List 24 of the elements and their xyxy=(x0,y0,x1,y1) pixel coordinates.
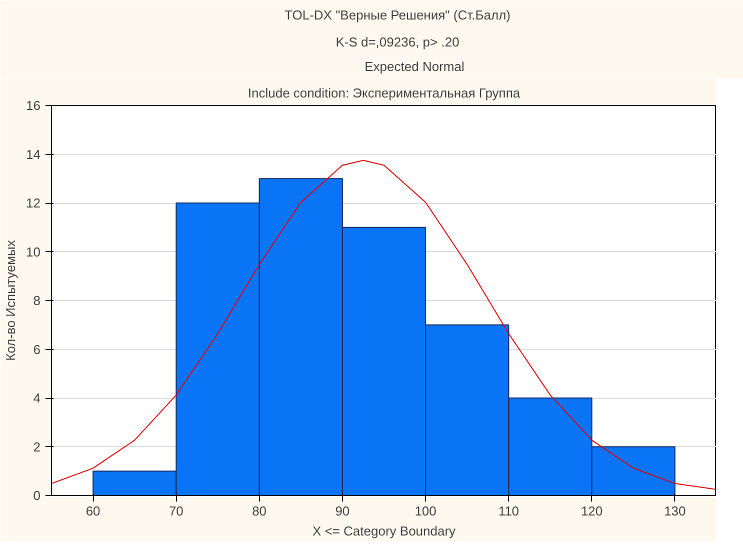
x-tick-label: 80 xyxy=(252,504,267,518)
x-tick-label: 100 xyxy=(414,504,436,518)
y-axis-title: Кол-во Испытуемых xyxy=(3,240,18,361)
y-tick-label: 6 xyxy=(33,342,41,357)
x-tick-label: 120 xyxy=(580,504,603,518)
y-tick-label: 0 xyxy=(33,488,41,503)
text: Expected Normal xyxy=(364,58,464,74)
x-tick-label: 130 xyxy=(664,504,686,518)
y-tick-label: 4 xyxy=(33,390,41,406)
x-tick-label: 90 xyxy=(335,504,350,518)
chart-subtitle: K-S d=,09236, p> .20 xyxy=(336,34,460,50)
x-axis-title: X <= Category Boundary xyxy=(312,524,456,538)
y-tick-label: 14 xyxy=(26,146,41,162)
line-series xyxy=(52,160,716,490)
y-tick-label: 16 xyxy=(26,98,41,113)
x-tick-label: 110 xyxy=(498,504,520,518)
y-tick-label: 8 xyxy=(33,293,41,308)
text: Include condition: Экспериментальная Группа xyxy=(248,86,521,100)
x-tick-label: 60 xyxy=(86,504,100,518)
x-tick-label: 70 xyxy=(168,504,184,518)
chart-title: TOL-DX "Верные Решения" (Ст.Балл) xyxy=(284,8,510,22)
y-tick-label: 2 xyxy=(33,439,41,454)
y-tick-label: 10 xyxy=(26,244,41,260)
y-tick-label: 12 xyxy=(26,196,41,210)
